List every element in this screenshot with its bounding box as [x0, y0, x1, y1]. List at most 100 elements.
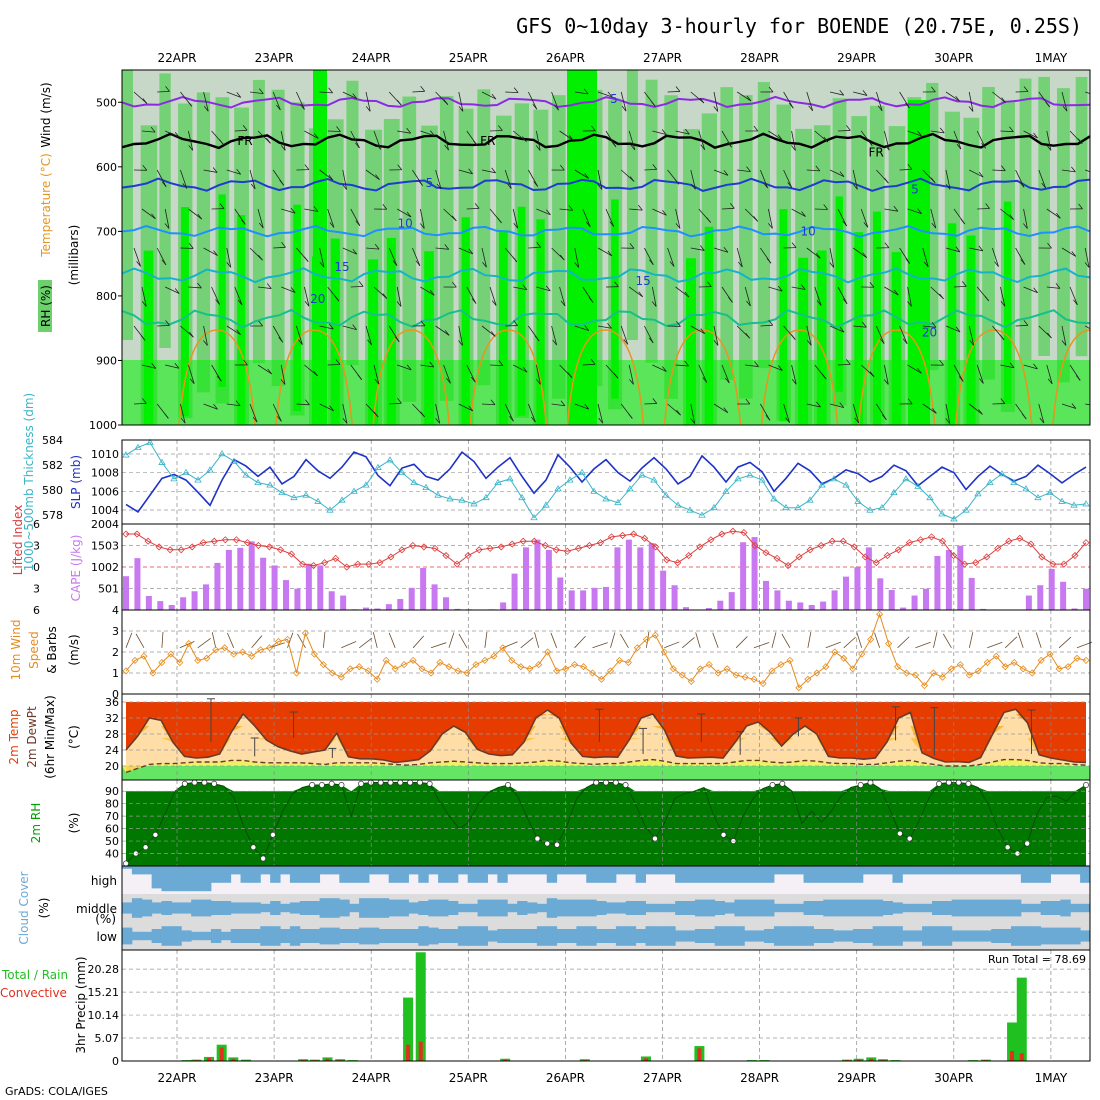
cloud-cell	[635, 929, 647, 943]
temperature-line	[125, 708, 1087, 764]
rh-band-mid	[122, 70, 133, 340]
rh2m-point	[652, 835, 658, 842]
wind-barb	[582, 208, 591, 227]
cloud-cell	[961, 866, 972, 875]
thickness-point	[374, 463, 382, 470]
wind-barb-flag	[723, 407, 729, 413]
cloud-cell	[991, 899, 1002, 917]
wind10m-barb	[856, 632, 863, 648]
wind-barb-flag	[745, 398, 751, 405]
wind-barb-flag	[574, 262, 580, 268]
wind-barb-flag	[787, 182, 792, 188]
rh2m-point	[377, 779, 384, 786]
wind-barb-flag	[839, 89, 845, 96]
thickness-point	[794, 503, 802, 511]
isotherm-label: FR	[868, 146, 883, 160]
wind-barb-flag	[706, 217, 711, 223]
wind-barb	[528, 91, 538, 110]
wind-barb	[226, 169, 241, 175]
lifted-index-tick: 0	[33, 561, 40, 574]
cape-bar	[591, 587, 598, 610]
wind-barb	[969, 169, 984, 178]
wind-barb-flag	[1023, 223, 1028, 229]
cloud-cell	[862, 899, 874, 917]
cloud-cell	[418, 901, 429, 915]
wind-barb-flag	[777, 134, 783, 141]
cloud-cell	[556, 929, 567, 943]
wind-barb-flag	[182, 183, 188, 189]
cloud-cell	[902, 930, 913, 942]
lifted-index-point	[475, 546, 483, 554]
wind-barb-flag	[328, 323, 334, 330]
cloud-cell	[783, 903, 795, 913]
wind-barb	[141, 208, 156, 220]
wind-barb-flag	[242, 125, 248, 131]
cloud-cell	[793, 926, 805, 946]
wind-barb-flag	[1009, 214, 1014, 220]
wind-barb-flag	[334, 295, 340, 302]
wind-barb-flag	[691, 183, 696, 190]
cloud-cell	[339, 899, 350, 917]
wind-barb-flag	[473, 140, 478, 147]
wind-barb-flag	[174, 131, 180, 138]
lifted-index-point	[387, 553, 395, 561]
wind-barb	[365, 91, 371, 112]
wind-barb	[273, 246, 286, 249]
date-tick-top: 25APR	[449, 51, 488, 65]
wind-barb	[620, 91, 627, 112]
wind-barb	[806, 403, 821, 408]
wind-barb-flag	[280, 379, 286, 385]
cloud-cell	[981, 866, 992, 875]
cloud-cell	[744, 899, 755, 917]
precip-total-bar	[1016, 977, 1027, 1061]
isotherm-warm	[372, 329, 450, 425]
wind10m-point	[301, 629, 310, 637]
wind-barb-flag	[785, 417, 790, 423]
isotherm-warm	[857, 329, 936, 425]
precip-convective-bar	[1019, 1053, 1024, 1061]
cloud-cell	[536, 926, 548, 946]
wind-barb	[853, 325, 867, 328]
wind-barb-flag	[497, 217, 502, 224]
wind-barb	[1061, 325, 1067, 346]
lifted-index-point	[310, 562, 318, 570]
wind10m-point	[642, 635, 650, 643]
wind-barb-flag	[188, 145, 194, 151]
wind-barb	[829, 247, 835, 268]
cloud-cell	[902, 866, 913, 875]
cape-bar	[557, 577, 564, 610]
precip-bars	[181, 952, 1027, 1061]
wind-barb-flag	[468, 248, 474, 255]
cloud-cell	[714, 866, 726, 883]
wind-barb-flag	[396, 301, 402, 307]
wind-barb-flag	[867, 140, 873, 146]
rh2m-point	[906, 835, 913, 842]
rh-band-mid	[346, 80, 359, 366]
wind10m-point	[400, 661, 408, 669]
cape-bar	[751, 537, 758, 610]
wind10m-barb	[1004, 636, 1018, 649]
wind-barb-flag	[568, 205, 574, 211]
cloud-cell	[675, 901, 686, 915]
rh-band-bright	[798, 257, 809, 425]
wind-barb	[141, 130, 156, 133]
wind10m-point	[1028, 669, 1036, 677]
wind-barb	[397, 130, 411, 134]
wind-barb	[852, 247, 867, 258]
cloud-cell	[1070, 903, 1081, 913]
cape-bar	[1083, 588, 1089, 610]
wind10m-axis-label: & Barbs	[45, 626, 59, 674]
cloud-cell	[497, 866, 508, 883]
lifted-index-point	[298, 560, 307, 568]
cloud-cell	[319, 927, 330, 945]
rh-axis-label: RH (%)	[39, 285, 53, 327]
wind-barb	[574, 169, 589, 179]
wind-barb	[628, 364, 634, 385]
temperature-ground	[122, 766, 1090, 780]
wind-barb-flag	[638, 204, 643, 211]
wind10m-point	[490, 652, 498, 660]
lifted-index-point	[442, 551, 450, 560]
wind10m-barb	[227, 632, 235, 648]
